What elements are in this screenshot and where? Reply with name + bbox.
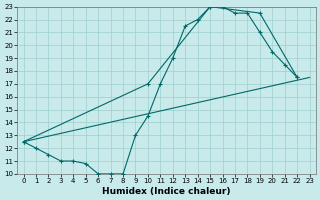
X-axis label: Humidex (Indice chaleur): Humidex (Indice chaleur) — [102, 187, 231, 196]
